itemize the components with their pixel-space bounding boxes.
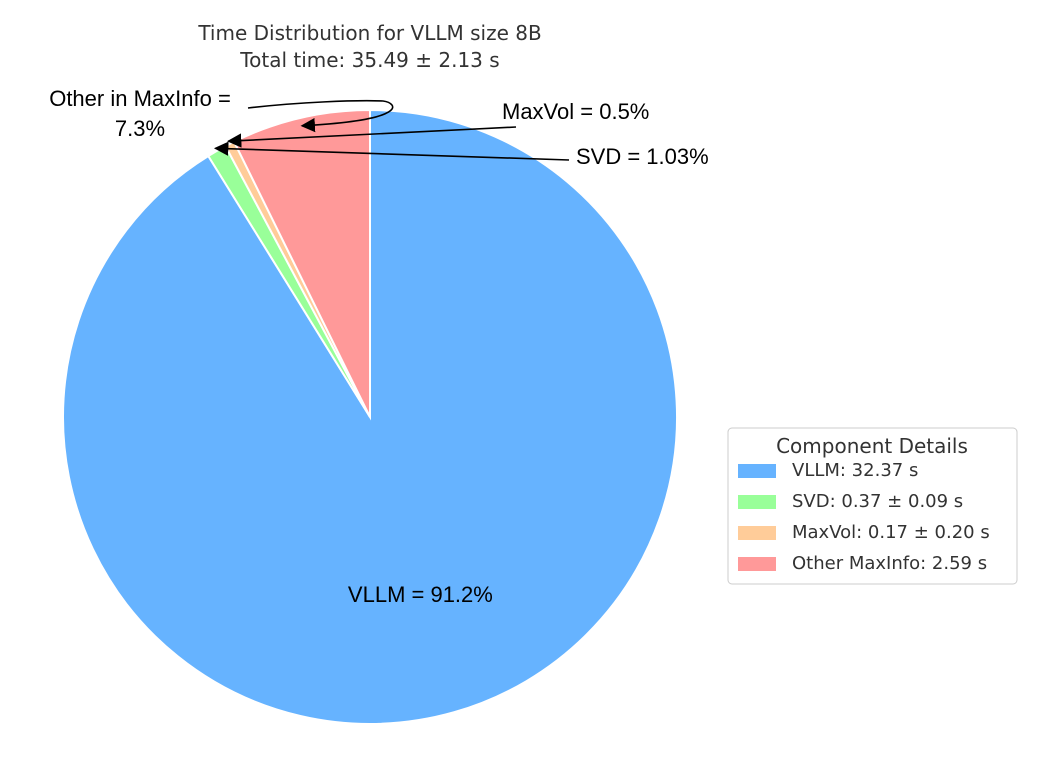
label-maxvol: MaxVol = 0.5% <box>502 99 649 124</box>
label-other-maxinfo-line-2: 7.3% <box>115 116 165 141</box>
slice-annotations: VLLM = 91.2% SVD = 1.03% MaxVol = 0.5% Othe… <box>49 86 708 607</box>
legend-frame <box>727 427 1018 585</box>
legend-label-other-maxinfo: Other MaxInfo: 2.59 s <box>792 553 987 574</box>
legend-items: VLLM: 32.37 s SVD: 0.37 ± 0.09 s MaxVol: 0… <box>738 460 990 574</box>
legend-swatch-svd <box>738 495 776 509</box>
chart-subtitle: Total time: 35.49 ± 2.13 s <box>239 48 499 72</box>
label-vllm: VLLM = 91.2% <box>348 582 493 607</box>
arrow-svd <box>213 141 570 161</box>
arrow-maxvol <box>226 126 517 148</box>
arrow-other-maxinfo <box>247 99 394 133</box>
legend-label-vllm: VLLM: 32.37 s <box>792 460 918 481</box>
legend-swatch-vllm <box>738 464 776 478</box>
legend-label-svd: SVD: 0.37 ± 0.09 s <box>792 491 963 512</box>
chart-title: Time Distribution for VLLM size 8B <box>197 21 541 45</box>
label-svd: SVD = 1.03% <box>576 144 709 169</box>
legend-swatch-maxvol <box>738 526 776 540</box>
label-other-maxinfo-line-1: Other in MaxInfo = <box>49 86 231 111</box>
legend-label-maxvol: MaxVol: 0.17 ± 0.20 s <box>792 522 990 543</box>
legend-title: Component Details <box>776 434 968 458</box>
legend: Component Details VLLM: 32.37 s SVD: 0.37… <box>727 427 1018 585</box>
pie-slices <box>62 108 678 725</box>
legend-swatch-other-maxinfo <box>738 557 776 571</box>
